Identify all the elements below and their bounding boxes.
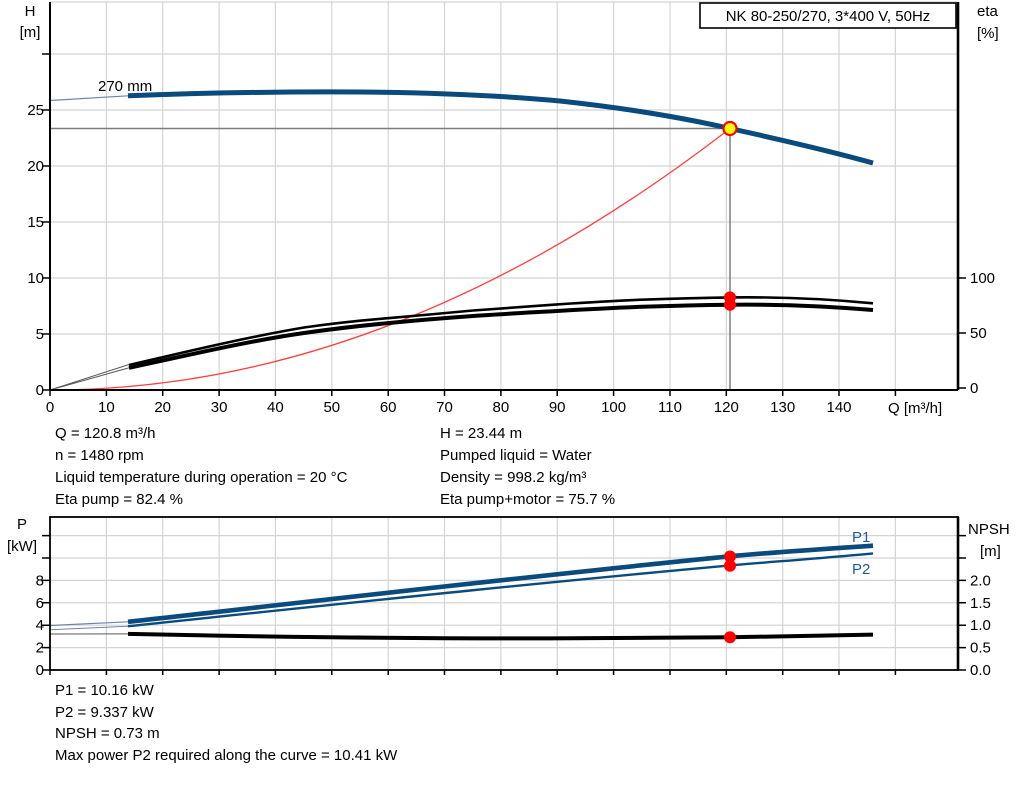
h-tick-label: 20 bbox=[27, 158, 44, 175]
top-chart-grid-vertical bbox=[106, 2, 895, 390]
info-line: H = 23.44 m bbox=[440, 425, 522, 442]
npsh-tick-label: 1.5 bbox=[970, 595, 991, 612]
eta-axis-title: eta bbox=[977, 3, 999, 20]
h-axis-title: H bbox=[25, 3, 36, 20]
q-tick-label: 80 bbox=[493, 399, 510, 416]
info-line: Max power P2 required along the curve = … bbox=[55, 747, 398, 764]
p-tick-label: 0 bbox=[36, 662, 44, 679]
npsh-tick-label: 1.0 bbox=[970, 617, 991, 634]
info-line: Eta pump = 82.4 % bbox=[55, 491, 183, 508]
power-info-block: P1 = 10.16 kW P2 = 9.337 kW NPSH = 0.73 … bbox=[55, 682, 398, 764]
q-tick-label: 20 bbox=[154, 399, 171, 416]
eta-axis-unit: [%] bbox=[977, 25, 999, 42]
top-chart-grid-horizontal bbox=[50, 2, 958, 334]
pump-curve-label: 270 mm bbox=[98, 78, 152, 95]
eta-pump-motor-duty-dot bbox=[724, 299, 736, 311]
p2-duty-dot bbox=[724, 560, 736, 572]
q-tick-label: 70 bbox=[436, 399, 453, 416]
npsh-axis-unit: [m] bbox=[980, 543, 1001, 560]
bottom-chart-grid-horizontal bbox=[50, 536, 958, 648]
p-axis-title: P bbox=[17, 516, 27, 533]
pump-curve-leadin bbox=[50, 96, 128, 101]
duty-point bbox=[724, 122, 737, 135]
npsh-axis-title: NPSH bbox=[968, 521, 1010, 538]
npsh-tick-label: 2.0 bbox=[970, 572, 991, 589]
pump-title: NK 80-250/270, 3*400 V, 50Hz bbox=[726, 8, 931, 25]
p-tick-label: 2 bbox=[36, 640, 44, 657]
npsh-tick-label: 0.5 bbox=[970, 640, 991, 657]
p-axis-unit: [kW] bbox=[7, 538, 37, 555]
q-tick-label: 10 bbox=[98, 399, 115, 416]
npsh-tick-label: 0.0 bbox=[970, 662, 991, 679]
eta-tick-label: 100 bbox=[970, 270, 995, 287]
q-tick-label: 110 bbox=[658, 399, 682, 416]
q-tick-label: 130 bbox=[770, 399, 795, 416]
p2-curve-label: P2 bbox=[852, 561, 870, 578]
info-line: Liquid temperature during operation = 20… bbox=[55, 469, 348, 486]
bottom-chart: P [kW] NPSH [m] P1 P2 0 2 4 6 8 0.0 0.5 … bbox=[7, 516, 1010, 679]
p2-curve-leadin bbox=[50, 626, 128, 630]
eta-curves-leadin bbox=[50, 365, 129, 391]
info-line: Eta pump+motor = 75.7 % bbox=[440, 491, 615, 508]
h-tick-label: 15 bbox=[27, 214, 44, 231]
q-tick-label: 60 bbox=[380, 399, 397, 416]
p-tick-label: 8 bbox=[36, 572, 44, 589]
info-line: NPSH = 0.73 m bbox=[55, 725, 160, 742]
q-tick-label: 90 bbox=[549, 399, 566, 416]
system-curve bbox=[50, 129, 730, 391]
p-tick-label: 6 bbox=[36, 595, 44, 612]
top-chart: NK 80-250/270, 3*400 V, 50Hz H [m] eta [… bbox=[20, 2, 999, 417]
duty-point-crosshair bbox=[50, 129, 730, 391]
q-tick-label: 0 bbox=[46, 399, 54, 416]
q-tick-label: 50 bbox=[323, 399, 340, 416]
npsh-duty-dot bbox=[724, 631, 736, 643]
h-axis-unit: [m] bbox=[20, 24, 41, 41]
p1-curve-label: P1 bbox=[852, 529, 870, 546]
h-tick-label: 0 bbox=[36, 382, 44, 399]
p-tick-label: 4 bbox=[36, 617, 44, 634]
eta-tick-label: 0 bbox=[970, 380, 978, 397]
info-line: Q = 120.8 m³/h bbox=[55, 425, 155, 442]
q-tick-label: 40 bbox=[267, 399, 284, 416]
info-line: Pumped liquid = Water bbox=[440, 447, 592, 464]
q-axis-title: Q [m³/h] bbox=[888, 400, 942, 417]
q-tick-label: 100 bbox=[601, 399, 626, 416]
q-tick-label: 120 bbox=[714, 399, 739, 416]
eta-tick-label: 50 bbox=[970, 325, 987, 342]
q-tick-label: 140 bbox=[826, 399, 851, 416]
q-tick-label: 30 bbox=[211, 399, 228, 416]
h-tick-label: 25 bbox=[27, 102, 44, 119]
info-line: n = 1480 rpm bbox=[55, 447, 144, 464]
h-tick-label: 10 bbox=[27, 270, 44, 287]
operating-info-block: Q = 120.8 m³/h n = 1480 rpm Liquid tempe… bbox=[55, 425, 615, 508]
info-line: Density = 998.2 kg/m³ bbox=[440, 469, 586, 486]
info-line: P1 = 10.16 kW bbox=[55, 682, 155, 699]
h-tick-label: 5 bbox=[36, 326, 44, 343]
info-line: P2 = 9.337 kW bbox=[55, 704, 155, 721]
